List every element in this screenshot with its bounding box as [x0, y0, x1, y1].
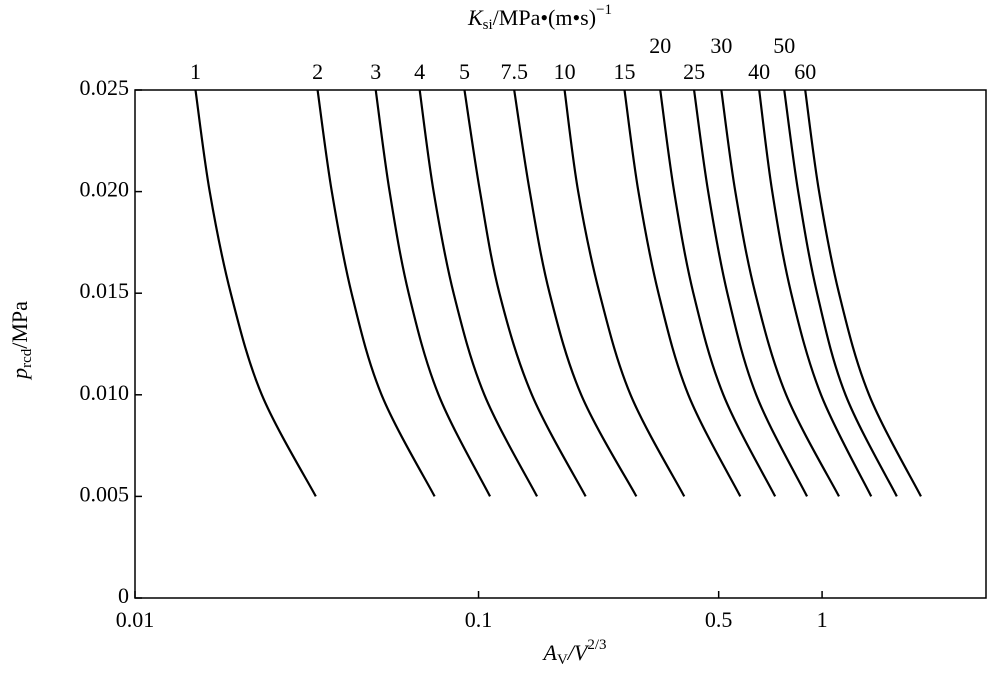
- curve: [804, 89, 922, 497]
- legend-label: 30: [710, 33, 732, 58]
- legend-label: 3: [370, 59, 381, 84]
- x-label-sup: 2/3: [587, 637, 606, 653]
- legend-label: 15: [614, 59, 636, 84]
- x-label-sub: V: [557, 652, 568, 668]
- curve: [513, 89, 638, 497]
- curve: [463, 89, 587, 497]
- legend-label: 25: [683, 59, 705, 84]
- y-tick-label: 0.020: [80, 177, 130, 202]
- legend-label: 4: [414, 59, 425, 84]
- curve: [623, 89, 742, 497]
- curve: [194, 89, 317, 497]
- legend-label: 60: [794, 59, 816, 84]
- y-tick-label: 0: [118, 583, 129, 608]
- legend-label: 2: [312, 59, 323, 84]
- legend-label: 5: [459, 59, 470, 84]
- y-tick-label: 0.025: [80, 75, 130, 100]
- x-axis-label: AV/V2/3: [541, 637, 606, 668]
- curve: [783, 89, 898, 497]
- curve: [374, 89, 492, 497]
- curve: [758, 89, 873, 497]
- y-tick-label: 0.010: [80, 380, 130, 405]
- legend-label: 7.5: [500, 59, 528, 84]
- legend-label: 50: [773, 33, 795, 58]
- y-label-rest: /MPa: [7, 301, 32, 349]
- chart-title: Ksi/MPa•(m•s)−1: [467, 2, 612, 33]
- x-label-rest: /V: [566, 640, 590, 665]
- plot-frame: [134, 89, 987, 599]
- title-sup: −1: [596, 2, 612, 18]
- legend-label: 10: [554, 59, 576, 84]
- y-axis-label: prcd/MPa: [7, 301, 35, 381]
- title-rest: /MPa•(m•s): [493, 5, 596, 30]
- curve: [720, 89, 840, 497]
- x-label-symbol: A: [541, 640, 557, 665]
- x-tick-label: 0.1: [465, 607, 493, 632]
- y-label-sub: rcd: [19, 348, 35, 368]
- title-sub: si: [483, 17, 493, 33]
- curve: [418, 89, 539, 497]
- legend-label: 20: [649, 33, 671, 58]
- x-tick-label: 1: [817, 607, 828, 632]
- curve: [692, 89, 809, 497]
- curve: [659, 89, 777, 497]
- y-tick-label: 0.015: [80, 278, 130, 303]
- curve: [316, 89, 436, 497]
- x-tick-label: 0.5: [705, 607, 733, 632]
- y-label-symbol: p: [7, 368, 32, 381]
- curve: [563, 89, 686, 497]
- x-tick-label: 0.01: [116, 607, 155, 632]
- legend-label: 40: [748, 59, 770, 84]
- legend-label: 1: [190, 59, 201, 84]
- y-tick-label: 0.005: [80, 481, 130, 506]
- title-symbol: K: [467, 5, 484, 30]
